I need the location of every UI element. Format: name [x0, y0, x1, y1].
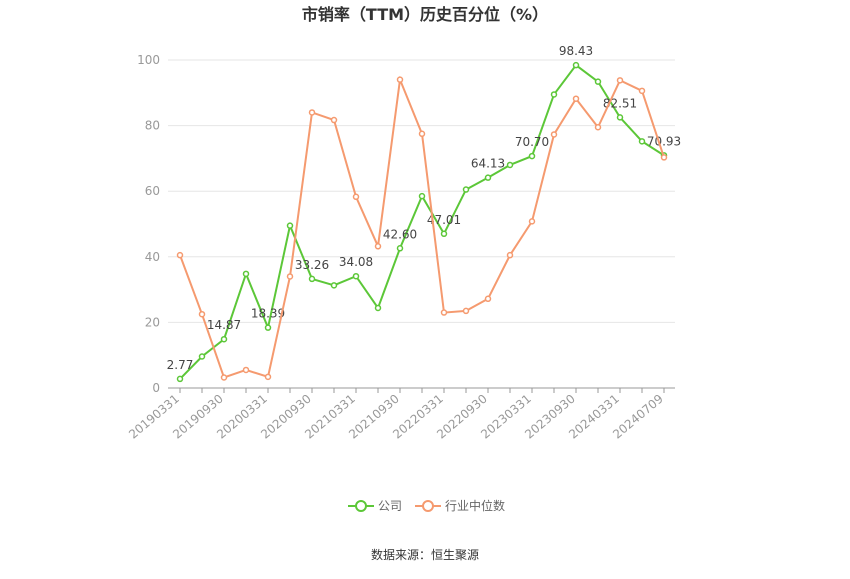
data-point: [330, 116, 338, 124]
data-point: [572, 61, 580, 69]
data-point: [286, 273, 294, 280]
legend-marker: [422, 500, 434, 512]
data-label: 47.01: [427, 213, 461, 227]
series-line: [179, 75, 665, 379]
data-point: [594, 78, 602, 85]
data-point: [396, 76, 404, 83]
data-point: [528, 152, 536, 160]
y-tick-label: 80: [145, 119, 160, 133]
data-label: 70.93: [647, 134, 681, 148]
data-point: [352, 272, 360, 280]
data-point: [550, 131, 558, 138]
data-point: [352, 193, 360, 201]
legend-label: 行业中位数: [445, 498, 505, 513]
data-label: 98.43: [559, 44, 593, 58]
data-point: [660, 154, 668, 161]
series-line: [179, 63, 665, 380]
data-label: 64.13: [471, 157, 505, 171]
data-point: [506, 161, 514, 169]
data-point: [374, 243, 382, 250]
data-point: [462, 186, 470, 193]
data-point: [550, 91, 558, 98]
data-point: [572, 95, 580, 102]
data-point: [484, 295, 492, 303]
data-label: 34.08: [339, 255, 373, 269]
data-point: [308, 275, 316, 283]
data-point: [374, 304, 382, 312]
data-label: 42.60: [383, 227, 417, 241]
data-point: [242, 270, 250, 278]
legend-label: 公司: [378, 499, 402, 513]
data-label: 33.26: [295, 258, 329, 272]
y-tick-label: 0: [152, 381, 160, 395]
data-label: 14.87: [207, 318, 241, 332]
y-tick-label: 20: [145, 315, 160, 329]
data-point: [198, 310, 206, 318]
data-point: [462, 307, 470, 315]
data-point: [638, 87, 646, 95]
legend-item: 公司: [348, 499, 402, 513]
legend-marker: [355, 500, 367, 512]
y-tick-label: 40: [145, 250, 160, 264]
data-point: [616, 77, 624, 84]
data-label: 2.77: [167, 358, 194, 372]
data-point: [418, 130, 426, 138]
data-point: [330, 282, 338, 289]
data-point: [198, 353, 206, 360]
data-point: [506, 251, 514, 259]
data-point: [220, 335, 228, 343]
data-point: [638, 138, 646, 145]
data-point: [616, 114, 624, 121]
source-note: 数据来源：恒生聚源: [371, 547, 479, 562]
data-point: [594, 123, 602, 131]
legend-item: 行业中位数: [415, 498, 505, 513]
data-point: [264, 324, 272, 331]
chart-title: 市销率（TTM）历史百分位（%）: [302, 5, 548, 24]
data-point: [528, 218, 536, 225]
data-point: [418, 192, 426, 200]
y-tick-label: 60: [145, 184, 160, 198]
data-point: [176, 375, 184, 383]
data-point: [176, 251, 184, 259]
data-point: [440, 309, 448, 316]
data-point: [308, 109, 316, 116]
y-tick-label: 100: [137, 53, 160, 67]
data-point: [242, 366, 250, 374]
data-point: [220, 374, 228, 381]
data-point: [286, 222, 294, 229]
data-point: [484, 174, 492, 181]
data-point: [396, 245, 404, 252]
data-label: 70.70: [515, 135, 549, 149]
data-point: [440, 230, 448, 238]
data-label: 18.39: [251, 307, 285, 321]
data-point: [264, 373, 272, 381]
